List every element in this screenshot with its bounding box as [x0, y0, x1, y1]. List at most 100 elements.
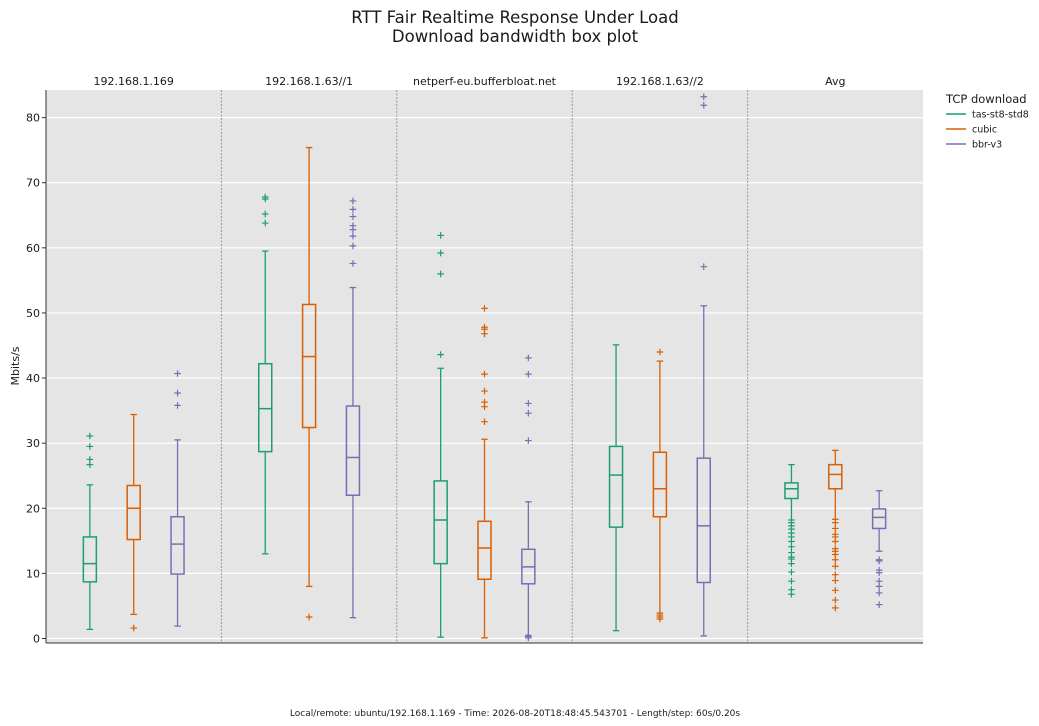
- outlier-marker: [130, 624, 137, 632]
- outlier-marker: [349, 222, 357, 229]
- y-tick-label: 60: [26, 242, 40, 255]
- box-cubic: [828, 449, 843, 612]
- outlier-marker: [481, 370, 488, 378]
- outlier-marker: [305, 613, 313, 621]
- y-tick-label: 20: [26, 502, 40, 515]
- outlier-marker: [832, 596, 839, 604]
- box-iqr: [126, 484, 141, 541]
- outlier-marker: [832, 577, 839, 584]
- legend-label: cubic: [972, 125, 997, 136]
- outlier-marker: [525, 370, 532, 378]
- outlier-marker: [86, 432, 94, 440]
- legend-entries: tas-st8-std8 cubic bbr-v3: [946, 110, 1029, 151]
- footer-text: Local/remote: ubuntu/192.168.1.169 - Tim…: [290, 709, 741, 719]
- outlier-marker: [525, 437, 532, 444]
- y-tick-label: 10: [26, 567, 40, 580]
- box-iqr: [82, 536, 98, 583]
- box-tas-st8-std8: [433, 232, 448, 638]
- outlier-marker: [832, 587, 839, 594]
- box-iqr: [258, 362, 273, 453]
- outlier-marker: [875, 577, 883, 585]
- outlier-marker: [349, 213, 357, 220]
- box-iqr: [871, 508, 887, 530]
- box-bbr-v3: [696, 93, 711, 637]
- group-label: 192.168.1.169: [93, 75, 173, 88]
- outlier-marker: [875, 556, 883, 564]
- outlier-marker: [788, 577, 795, 585]
- outlier-marker: [832, 531, 839, 538]
- box-iqr: [170, 515, 185, 575]
- box-tas-st8-std8: [608, 344, 624, 632]
- y-tick-label: 0: [33, 633, 40, 646]
- outlier-marker: [525, 400, 532, 407]
- box-tas-st8-std8: [784, 463, 799, 598]
- outlier-marker: [875, 566, 883, 574]
- group-separators: [220, 90, 749, 643]
- box-iqr: [477, 520, 492, 580]
- outlier-marker: [832, 571, 839, 578]
- group-label: 192.168.1.63//2: [616, 75, 704, 88]
- group-labels: 192.168.1.169 192.168.1.63//1 netperf-eu.b…: [93, 75, 845, 88]
- outlier-marker: [788, 586, 795, 593]
- outlier-marker: [788, 519, 795, 526]
- outlier-marker: [349, 232, 357, 240]
- box-cubic: [301, 146, 317, 621]
- outlier-marker: [261, 210, 269, 218]
- box-cubic: [477, 305, 492, 639]
- outlier-marker: [832, 519, 839, 526]
- box-layer: [82, 93, 887, 642]
- outlier-marker: [349, 206, 357, 213]
- outlier-marker: [832, 525, 839, 532]
- outlier-marker: [481, 418, 488, 425]
- outlier-marker: [481, 387, 488, 395]
- y-tick-label: 50: [26, 307, 40, 320]
- outlier-marker: [349, 260, 357, 267]
- outlier-marker: [875, 589, 883, 597]
- outlier-marker: [700, 101, 708, 109]
- box-bbr-v3: [345, 197, 361, 619]
- outlier-marker: [525, 354, 532, 362]
- box-iqr: [828, 463, 843, 490]
- outlier-marker: [437, 270, 444, 278]
- box-cubic: [126, 413, 141, 632]
- box-iqr: [696, 457, 711, 584]
- outlier-marker: [481, 323, 488, 331]
- y-tick-label: 80: [26, 112, 40, 125]
- legend: TCP download tas-st8-std8 cubic bbr-v3: [945, 92, 1029, 151]
- y-axis-label: Mbits/s: [9, 346, 22, 385]
- outlier-marker: [349, 197, 357, 205]
- outlier-marker: [832, 545, 839, 552]
- legend-label: tas-st8-std8: [972, 110, 1029, 121]
- box-iqr: [345, 405, 361, 497]
- outlier-marker: [437, 351, 444, 358]
- outlier-marker: [700, 263, 708, 271]
- group-label: Avg: [825, 75, 845, 88]
- outlier-marker: [481, 305, 488, 312]
- box-iqr: [433, 480, 448, 565]
- outlier-marker: [86, 443, 94, 450]
- box-tas-st8-std8: [258, 193, 273, 555]
- chart-title: RTT Fair Realtime Response Under Load: [351, 8, 678, 27]
- outlier-marker: [481, 398, 488, 406]
- box-bbr-v3: [871, 490, 887, 608]
- outlier-marker: [525, 409, 532, 417]
- outlier-marker: [656, 348, 664, 356]
- y-tick-label: 30: [26, 437, 40, 450]
- y-axis-ticks: 0 10 20 30 40 50 60 70 80: [26, 112, 46, 646]
- outlier-marker: [174, 389, 181, 397]
- outlier-marker: [875, 601, 883, 608]
- box-bbr-v3: [521, 354, 536, 642]
- outlier-marker: [832, 562, 839, 570]
- chart-subtitle: Download bandwidth box plot: [392, 27, 639, 46]
- outlier-marker: [174, 402, 181, 409]
- outlier-marker: [261, 193, 269, 201]
- box-iqr: [652, 451, 668, 518]
- outlier-marker: [437, 232, 444, 239]
- outlier-marker: [174, 370, 181, 377]
- outlier-marker: [700, 93, 708, 101]
- box-iqr: [608, 445, 624, 528]
- outlier-marker: [525, 633, 532, 640]
- outlier-marker: [788, 549, 795, 556]
- group-label: 192.168.1.63//1: [265, 75, 353, 88]
